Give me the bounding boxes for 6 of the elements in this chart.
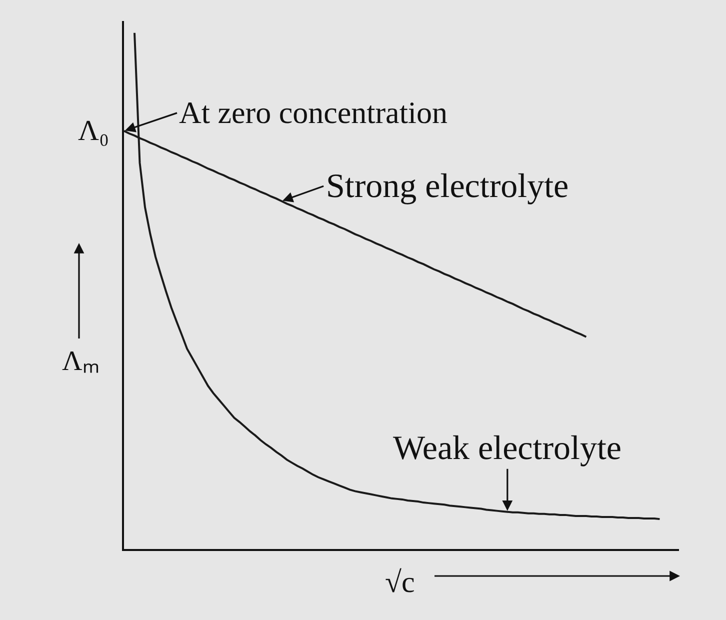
text: Λ₀ bbox=[78, 115, 110, 147]
annotation: At zero concentration bbox=[179, 95, 448, 130]
annotation: Weak electrolyte bbox=[393, 430, 622, 467]
x-axis-title: √c bbox=[385, 566, 415, 599]
annotation: Strong electrolyte bbox=[326, 168, 569, 205]
y-axis-title: Λₘ bbox=[62, 346, 100, 377]
